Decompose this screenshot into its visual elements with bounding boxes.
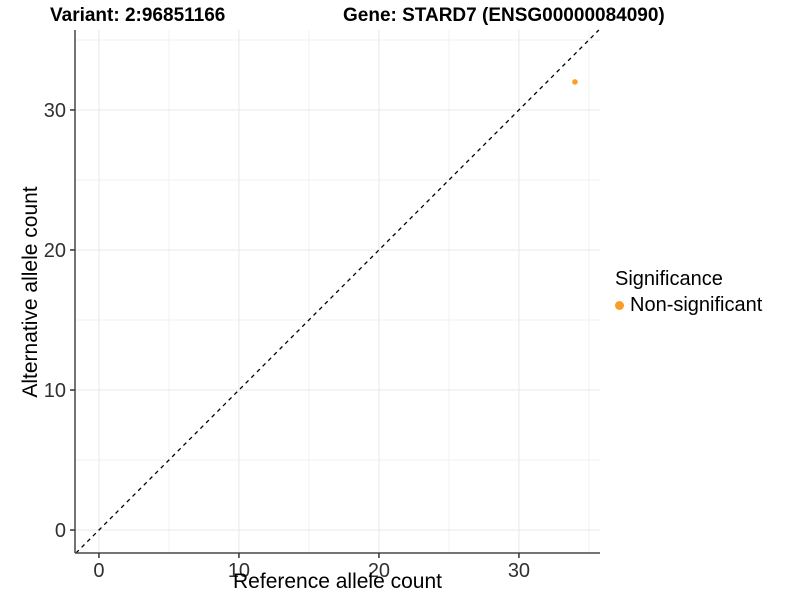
legend-item-label: Non-significant [630, 294, 763, 316]
x-tick-label: 10 [228, 560, 250, 582]
legend-title: Significance [615, 268, 723, 290]
plot-title-variant: Variant: 2:96851166 [50, 5, 226, 26]
y-tick-label: 0 [55, 520, 66, 542]
y-tick-label: 30 [44, 100, 66, 122]
legend-item: Non-significant [615, 294, 762, 317]
legend: Significance Non-significant [615, 268, 762, 317]
x-tick-label: 30 [508, 560, 530, 582]
y-tick-label: 10 [44, 380, 66, 402]
x-tick-label: 20 [368, 560, 390, 582]
legend-point-icon [615, 301, 624, 310]
x-tick-label: 0 [93, 560, 104, 582]
y-tick-label: 20 [44, 240, 66, 262]
data-point [572, 79, 578, 85]
plot-title-gene: Gene: STARD7 (ENSG00000084090) [343, 5, 665, 26]
x-axis-title: Reference allele count [233, 570, 442, 593]
identity-line [75, 29, 600, 554]
y-axis-title: Alternative allele count [19, 186, 42, 398]
